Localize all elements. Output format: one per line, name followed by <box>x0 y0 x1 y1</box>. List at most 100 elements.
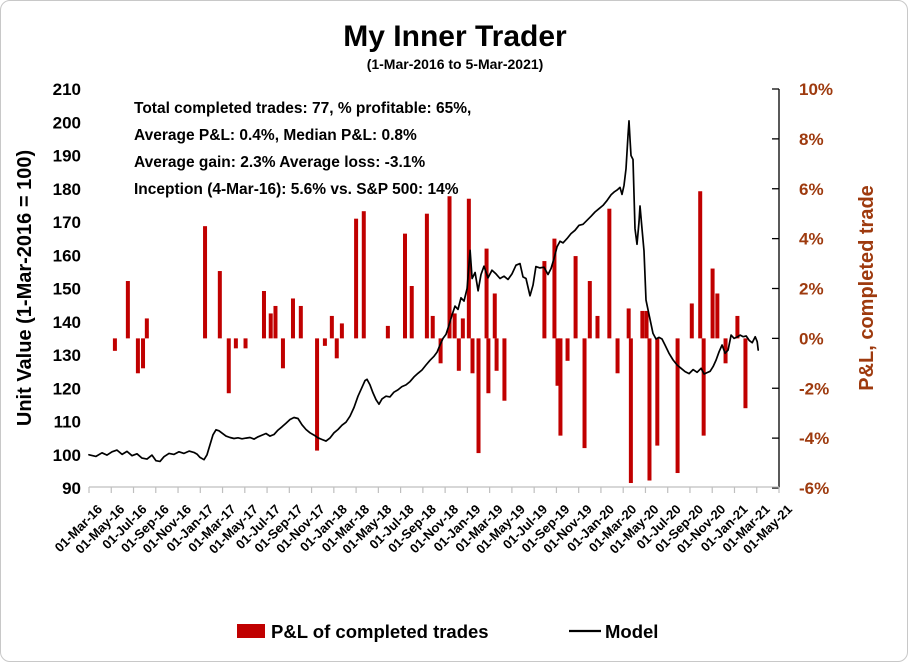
pnl-bar <box>290 298 295 339</box>
pnl-bar <box>710 268 715 339</box>
pnl-bar <box>112 338 117 351</box>
right-tick-label: -6% <box>799 479 829 498</box>
pnl-bar <box>555 338 560 386</box>
pnl-bar <box>655 338 660 446</box>
left-tick-label: 140 <box>53 313 81 332</box>
right-tick-label: 10% <box>799 80 833 99</box>
pnl-bar <box>558 338 563 436</box>
pnl-bar <box>494 338 499 371</box>
pnl-bar <box>261 290 266 339</box>
pnl-bar <box>447 196 452 339</box>
left-tick-label: 190 <box>53 147 81 166</box>
pnl-bar <box>484 248 489 339</box>
pnl-bar <box>354 218 359 339</box>
pnl-bar <box>322 338 327 346</box>
pnl-bar <box>409 286 414 339</box>
left-axis-title: Unit Value (1-Mar-2016 = 100) <box>14 150 36 426</box>
pnl-bar <box>689 303 694 339</box>
left-tick-label: 110 <box>54 413 81 432</box>
right-axis-title: P&L, completed trade <box>856 185 878 391</box>
right-tick-label: 6% <box>799 180 824 199</box>
pnl-bar <box>203 226 208 339</box>
right-axis: 10% 8% 6% 4% 2% 0% -2% -4% -6% <box>772 80 833 498</box>
pnl-bar <box>460 318 465 339</box>
right-tick-label: 0% <box>799 329 824 348</box>
pnl-bar <box>701 338 706 436</box>
pnl-bar <box>735 315 740 339</box>
pnl-bar <box>385 325 390 339</box>
pnl-bar <box>615 338 620 374</box>
annotation-line-1: Total completed trades: 77, % profitable… <box>134 100 471 117</box>
model-line <box>88 120 760 463</box>
right-tick-label: 2% <box>799 280 824 299</box>
pnl-bar <box>430 315 435 339</box>
pnl-legend-swatch <box>237 624 265 638</box>
pnl-bar <box>715 293 720 339</box>
annotation-line-4: Inception (4-Mar-16): 5.6% vs. S&P 500: … <box>134 181 459 198</box>
pnl-bar <box>565 338 570 361</box>
x-axis: 01-Mar-1601-May-1601-Jul-1601-Sep-1601-N… <box>52 486 795 557</box>
pnl-bar <box>595 315 600 339</box>
right-tick-label: -2% <box>799 379 829 398</box>
pnl-bar <box>243 338 248 349</box>
annotation-line-2: Average P&L: 0.4%, Median P&L: 0.8% <box>134 127 417 144</box>
stats-annotation: Total completed trades: 77, % profitable… <box>134 100 471 198</box>
left-tick-label: 200 <box>53 113 81 132</box>
pnl-bar <box>486 338 491 394</box>
pnl-bar <box>334 338 339 359</box>
pnl-bar <box>723 338 728 364</box>
pnl-bar <box>217 271 222 339</box>
pnl-legend-label: P&L of completed trades <box>271 621 489 642</box>
left-tick-label: 90 <box>62 479 81 498</box>
pnl-bar <box>647 338 652 481</box>
right-tick-label: -4% <box>799 429 829 448</box>
pnl-bar <box>361 211 366 339</box>
pnl-bar <box>273 305 278 339</box>
pnl-bar <box>280 338 285 369</box>
pnl-bar <box>329 315 334 339</box>
left-axis-tick-labels: 210 200 190 180 170 160 150 140 130 120 110 100 90 <box>53 80 81 498</box>
pnl-bar <box>144 318 149 339</box>
right-tick-label: 4% <box>799 230 824 249</box>
chart-subtitle: (1-Mar-2016 to 5-Mar-2021) <box>367 56 544 72</box>
pnl-bar <box>424 213 429 339</box>
pnl-bar <box>743 338 748 409</box>
left-tick-label: 180 <box>53 180 81 199</box>
pnl-bar <box>141 338 146 369</box>
pnl-bar <box>135 338 140 374</box>
pnl-bar <box>675 338 680 474</box>
pnl-bar <box>626 308 631 339</box>
pnl-bar <box>438 338 443 364</box>
pnl-bar <box>628 338 633 484</box>
pnl-bar <box>125 281 130 339</box>
pnl-bar <box>640 310 645 339</box>
pnl-bar <box>268 313 273 339</box>
pnl-bar <box>456 338 461 371</box>
pnl-bar <box>573 256 578 339</box>
pnl-bar <box>315 338 320 451</box>
pnl-bar <box>298 305 303 339</box>
right-tick-label: 8% <box>799 130 824 149</box>
pnl-bar <box>542 261 547 339</box>
annotation-line-3: Average gain: 2.3% Average loss: -3.1% <box>134 154 425 171</box>
pnl-bar <box>452 313 457 339</box>
left-tick-label: 210 <box>53 80 81 99</box>
chart-legend: P&L of completed trades Model <box>237 621 658 642</box>
pnl-bar <box>339 323 344 339</box>
pnl-bar <box>476 338 481 454</box>
pnl-bar <box>502 338 507 401</box>
pnl-bar <box>587 281 592 339</box>
pnl-bar <box>403 233 408 339</box>
left-tick-label: 120 <box>53 379 81 398</box>
pnl-bar <box>607 208 612 339</box>
pnl-bar <box>644 310 649 339</box>
left-tick-label: 150 <box>53 280 81 299</box>
pnl-bar <box>492 293 497 339</box>
pnl-bars-series <box>112 191 748 484</box>
model-line-series <box>88 120 760 463</box>
pnl-bar <box>470 338 475 374</box>
pnl-bar <box>582 338 587 449</box>
pnl-bar <box>226 338 231 394</box>
